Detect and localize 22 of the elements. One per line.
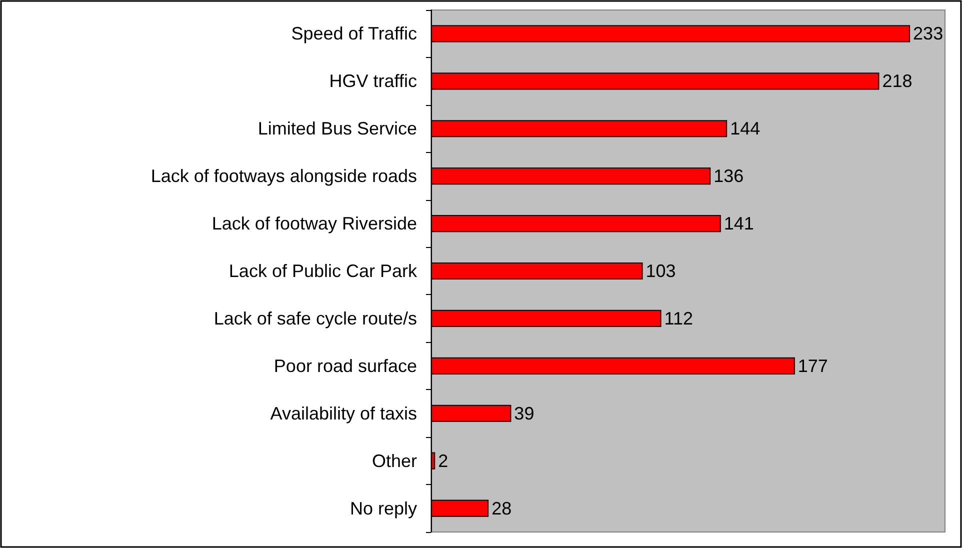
data-label: 28 <box>492 498 512 518</box>
y-tick-label: No reply <box>350 498 417 518</box>
data-label: 39 <box>514 403 534 424</box>
data-label: 144 <box>730 118 760 139</box>
y-tick-label: Lack of Public Car Park <box>228 261 418 281</box>
data-label: 218 <box>882 71 912 92</box>
data-label: 233 <box>913 24 944 44</box>
data-label: 136 <box>714 166 744 186</box>
y-tick-label: Availability of taxis <box>270 403 417 424</box>
y-tick-label: Limited Bus Service <box>258 118 417 139</box>
data-label: 2 <box>438 450 448 471</box>
data-label: 103 <box>646 261 676 281</box>
data-label: 141 <box>724 214 754 234</box>
data-label: 112 <box>664 308 693 328</box>
data-label: 177 <box>798 356 828 376</box>
y-tick-label: Poor road surface <box>274 356 417 376</box>
y-tick-label: HGV traffic <box>329 71 417 92</box>
y-tick-label: Lack of safe cycle route/s <box>214 308 417 328</box>
y-tick-label: Other <box>372 450 417 471</box>
y-tick-label: Speed of Traffic <box>291 24 417 44</box>
y-tick-label: Lack of footways alongside roads <box>150 166 417 186</box>
y-tick-label: Lack of footway Riverside <box>212 214 417 234</box>
